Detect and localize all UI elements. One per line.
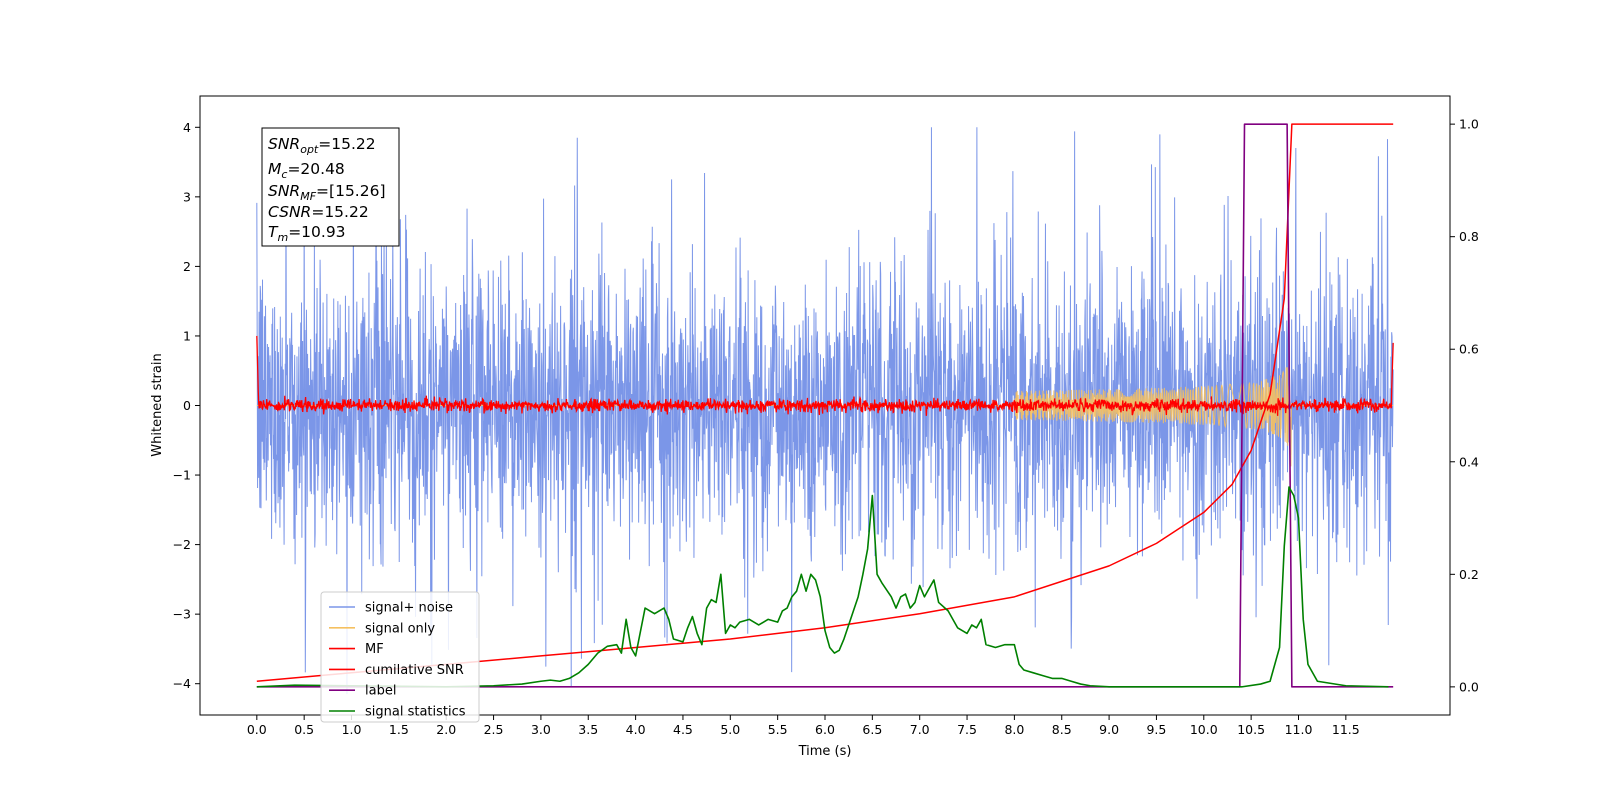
info-box: SNRopt=15.22 Mc=20.48 SNRMF=[15.26] CSNR… [261,127,400,247]
legend: signal+ noise signal only MF cumilative SNR… [320,591,480,723]
y-right-tick-label: 0.6 [1459,342,1479,357]
y-right-tick-label: 1.0 [1459,117,1479,132]
x-tick-label: 2.0 [436,722,456,737]
series-signal-noise [256,127,1394,695]
info-line-snr-opt: SNRopt=15.22 [268,135,376,156]
y-axis-right: 1.0 0.8 0.6 0.4 0.2 0.0 [1450,117,1479,694]
x-tick-label: 11.0 [1285,722,1313,737]
x-tick-label: 0.0 [247,722,267,737]
y-tick-label: −2 [173,537,191,552]
y-right-tick-label: 0.4 [1459,454,1479,469]
x-axis: 0.0 0.5 1.0 1.5 2.0 2.5 3.0 3.5 4.0 4.5 5.0 5.5 6.0 6… [247,715,1360,737]
y-tick-label: −3 [173,607,191,622]
y-tick-label: 4 [183,120,191,135]
y-tick-label: 2 [183,259,191,274]
x-tick-label: 1.5 [389,722,409,737]
legend-label: MF [365,642,384,657]
series-layer [256,123,1394,695]
x-tick-label: 8.5 [1052,722,1072,737]
series-cumulative-snr [256,123,1394,682]
x-tick-label: 4.0 [626,722,646,737]
y-right-tick-label: 0.2 [1459,567,1479,582]
x-tick-label: 7.5 [957,722,977,737]
series-mf [256,335,1394,416]
x-axis-label: Time (s) [798,744,852,759]
y-tick-label: 1 [183,328,191,343]
x-tick-label: 0.5 [294,722,314,737]
y-tick-label: −4 [173,676,191,691]
legend-label: cumilative SNR [365,663,464,678]
x-tick-label: 5.5 [768,722,788,737]
legend-label: label [365,684,396,699]
x-tick-label: 8.0 [1004,722,1024,737]
x-tick-label: 10.0 [1190,722,1218,737]
x-tick-label: 11.5 [1332,722,1360,737]
info-line-mc: Mc=20.48 [268,160,345,181]
x-tick-label: 4.5 [673,722,693,737]
legend-label: signal statistics [365,705,466,720]
series-signal-statistics [256,486,1389,688]
x-tick-label: 6.5 [862,722,882,737]
info-box-frame [261,127,400,247]
x-tick-label: 1.0 [342,722,362,737]
x-tick-label: 9.0 [1099,722,1119,737]
x-tick-label: 3.5 [578,722,598,737]
legend-label: signal+ noise [365,601,453,616]
series-label [256,123,1394,688]
y-axis-label: Whitened strain [150,353,165,456]
legend-label: signal only [365,621,435,636]
y-tick-label: 3 [183,189,191,204]
x-tick-label: 3.0 [531,722,551,737]
info-line-tm: Tm=10.93 [268,223,346,244]
x-tick-label: 6.0 [815,722,835,737]
y-tick-label: −1 [173,468,191,483]
y-right-tick-label: 0.8 [1459,229,1479,244]
y-right-tick-label: 0.0 [1459,679,1479,694]
x-tick-label: 7.0 [910,722,930,737]
x-tick-label: 10.5 [1237,722,1265,737]
x-tick-label: 9.5 [1146,722,1166,737]
info-line-csnr: CSNR=15.22 [268,203,369,221]
legend-frame [320,591,480,723]
info-line-snr-mf: SNRMF=[15.26] [268,182,386,203]
x-tick-label: 2.5 [484,722,504,737]
x-tick-label: 5.0 [720,722,740,737]
y-axis-left: 4 3 2 1 0 −1 −2 −3 −4 [173,120,200,691]
y-tick-label: 0 [183,398,191,413]
